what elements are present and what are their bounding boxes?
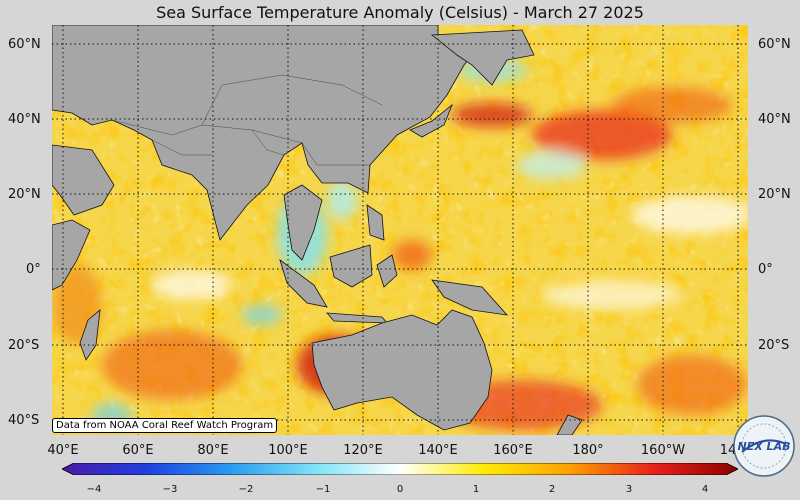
landmass-indochina xyxy=(283,184,323,261)
lon-label-140e: 140°E xyxy=(418,443,458,458)
lon-label-140w-partial: 14 xyxy=(719,443,737,458)
landmass-madagascar xyxy=(79,309,101,361)
landmass-africa-horn xyxy=(52,219,91,291)
lat-label-40n-right: 40°N xyxy=(758,112,791,127)
lon-label-160w: 160°W xyxy=(640,443,686,458)
nex-lab-logo: NEX LAB xyxy=(733,415,795,477)
country-borders xyxy=(111,74,383,166)
lon-label-120e: 120°E xyxy=(343,443,383,458)
lat-label-20s-left: 20°S xyxy=(8,338,40,353)
lat-label-20n-right: 20°N xyxy=(758,187,791,202)
lon-label-180: 180° xyxy=(572,443,604,458)
colorbar xyxy=(62,463,738,475)
landmass-australia xyxy=(311,309,493,431)
colorbar-tick-neg1: −1 xyxy=(315,484,331,495)
lat-label-20s-right: 20°S xyxy=(758,338,790,353)
landmass-eurasia xyxy=(52,25,483,241)
sst-anomaly-map xyxy=(52,25,748,435)
colorbar-tick-3: 3 xyxy=(625,484,633,495)
graticule xyxy=(52,25,748,435)
landmass-sumatra xyxy=(279,258,328,308)
lat-label-equator-right: 0° xyxy=(758,262,773,277)
colorbar-tick-1: 1 xyxy=(472,484,480,495)
landmass-sulawesi xyxy=(376,254,398,288)
lat-label-equator-left: 0° xyxy=(26,262,41,277)
lon-label-60e: 60°E xyxy=(122,443,154,458)
map-title: Sea Surface Temperature Anomaly (Celsius… xyxy=(156,3,644,22)
colorbar-tick-0: 0 xyxy=(396,484,404,495)
landmass-japan xyxy=(409,103,453,138)
colorbar-tick-4: 4 xyxy=(701,484,709,495)
lat-label-20n-left: 20°N xyxy=(8,187,41,202)
lon-label-40e: 40°E xyxy=(47,443,79,458)
lon-label-160e: 160°E xyxy=(493,443,533,458)
lat-label-60n-right: 60°N xyxy=(758,37,791,52)
map-canvas xyxy=(52,25,748,435)
lat-label-40n-left: 40°N xyxy=(8,112,41,127)
landmass-new-zealand xyxy=(556,414,583,435)
colorbar-tick-neg4: −4 xyxy=(86,484,102,495)
logo-lettering: NEX LAB xyxy=(738,440,791,453)
lon-label-80e: 80°E xyxy=(197,443,229,458)
colorbar-tick-neg3: −3 xyxy=(162,484,178,495)
lat-label-40s-left: 40°S xyxy=(8,413,40,428)
lat-label-60n-left: 60°N xyxy=(8,37,41,52)
data-credit: Data from NOAA Coral Reef Watch Program xyxy=(52,418,278,433)
colorbar-gradient xyxy=(62,463,738,475)
colorbar-tick-neg2: −2 xyxy=(238,484,254,495)
landmass-philippines xyxy=(366,204,385,241)
colorbar-tick-2: 2 xyxy=(548,484,556,495)
lon-label-100e: 100°E xyxy=(268,443,308,458)
landmass-arabia xyxy=(52,144,115,216)
landmass-new-guinea xyxy=(431,279,509,316)
